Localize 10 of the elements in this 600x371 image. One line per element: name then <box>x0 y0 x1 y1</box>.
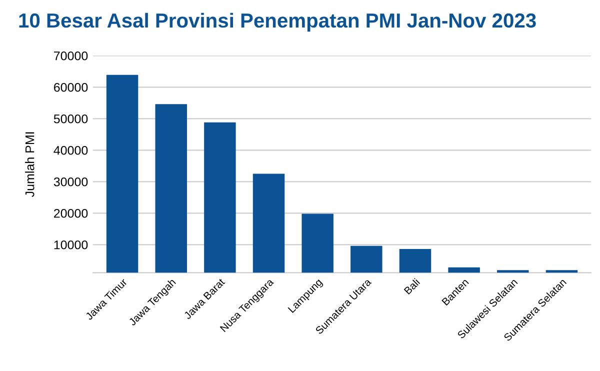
y-axis-title: Jumlah PMI <box>25 132 34 197</box>
x-tick-label: Bali <box>404 278 420 295</box>
y-tick-label: 40000 <box>54 146 88 155</box>
y-tick-label: 60000 <box>54 82 88 92</box>
y-tick-label: 30000 <box>54 177 88 186</box>
y-tick-label: 10000 <box>54 240 88 250</box>
y-tick-label: 50000 <box>54 114 88 124</box>
y-tick-label: 70000 <box>54 51 88 60</box>
y-tick-label: 20000 <box>54 208 88 218</box>
chart-title: 10 Besar Asal Provinsi Penempatan PMI Jan-Nov 2023 <box>19 12 536 32</box>
